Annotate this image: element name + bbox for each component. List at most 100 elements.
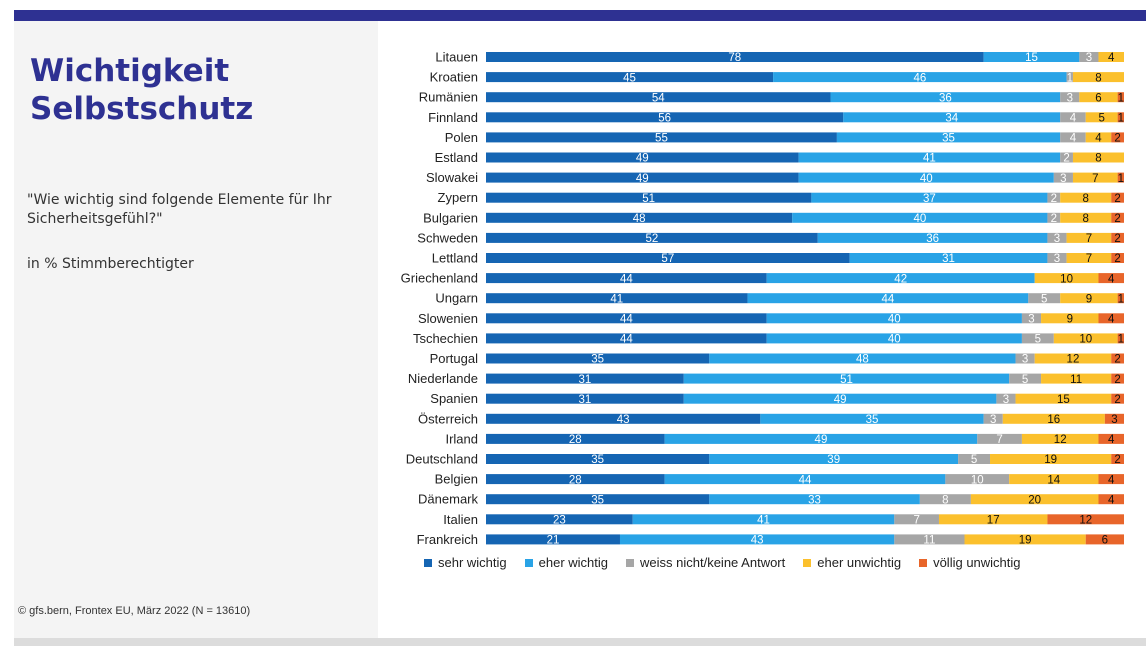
data-label: 10 bbox=[1060, 273, 1073, 285]
bar-segment bbox=[486, 273, 767, 284]
bar-segment bbox=[1047, 192, 1061, 203]
data-label: 37 bbox=[923, 193, 936, 205]
legend-swatch bbox=[424, 558, 432, 567]
bar-segment bbox=[1047, 514, 1124, 525]
chart-legend: sehr wichtig eher wichtig weiss nicht/kein… bbox=[424, 555, 1021, 570]
bar-segment bbox=[1066, 253, 1112, 263]
category-label: Österreich bbox=[418, 411, 478, 426]
bottom-divider-bar bbox=[14, 638, 1146, 646]
data-label: 11 bbox=[923, 535, 935, 547]
bar-segment bbox=[919, 494, 971, 505]
data-label: 44 bbox=[799, 474, 812, 486]
bar-segment bbox=[1021, 313, 1042, 324]
data-label: 43 bbox=[751, 535, 764, 547]
bar-segment bbox=[1060, 293, 1118, 304]
bar-segment bbox=[486, 373, 684, 384]
bar-segment bbox=[1015, 393, 1112, 404]
bar-segment bbox=[938, 514, 1048, 525]
data-label: 1 bbox=[1067, 72, 1073, 84]
data-label: 7 bbox=[913, 515, 919, 527]
chart-subtitle: in % Stimmberechtigter bbox=[27, 256, 194, 272]
bar-segment bbox=[1111, 253, 1124, 263]
bar-segment bbox=[1085, 132, 1112, 143]
data-label: 8 bbox=[1095, 72, 1101, 84]
bar-segment bbox=[830, 92, 1061, 103]
bar-segment bbox=[817, 232, 1048, 243]
bar-segment bbox=[1104, 413, 1124, 424]
bar-segment bbox=[1060, 192, 1112, 203]
bar-segment bbox=[970, 494, 1099, 505]
bar-segment bbox=[1117, 112, 1124, 123]
data-label: 1 bbox=[1118, 92, 1124, 104]
data-label: 5 bbox=[1035, 334, 1041, 346]
bar-segment bbox=[709, 454, 959, 464]
category-label: Ungarn bbox=[435, 291, 478, 306]
bar-segment bbox=[1098, 313, 1124, 324]
bar-segment bbox=[486, 212, 793, 223]
bar-segment bbox=[486, 333, 767, 344]
bar-segment bbox=[1117, 333, 1124, 344]
legend-item: weiss nicht/keine Antwort bbox=[626, 555, 785, 570]
bar-segment bbox=[1111, 353, 1124, 364]
data-label: 6 bbox=[1102, 535, 1108, 547]
bar-segment bbox=[486, 454, 710, 464]
data-label: 39 bbox=[827, 454, 840, 466]
bar-segment bbox=[683, 393, 997, 404]
data-label: 4 bbox=[1108, 314, 1115, 326]
data-label: 19 bbox=[1019, 535, 1032, 547]
bar-segment bbox=[990, 454, 1112, 464]
data-label: 44 bbox=[620, 334, 633, 346]
category-label: Slowakei bbox=[426, 170, 478, 185]
data-label: 4 bbox=[1108, 474, 1115, 486]
data-label: 19 bbox=[1044, 454, 1057, 466]
bar-segment bbox=[486, 112, 844, 123]
survey-question: "Wie wichtig sind folgende Elemente für … bbox=[27, 192, 332, 227]
legend-label: eher unwichtig bbox=[817, 555, 902, 570]
data-label: 3 bbox=[1067, 92, 1073, 104]
category-label: Slowenien bbox=[418, 311, 478, 326]
data-label: 4 bbox=[1108, 494, 1115, 506]
data-label: 17 bbox=[987, 515, 1000, 527]
bar-segment bbox=[486, 253, 850, 263]
data-label: 1 bbox=[1118, 113, 1124, 125]
data-label: 44 bbox=[882, 293, 895, 305]
data-label: 2 bbox=[1114, 253, 1120, 265]
bar-segment bbox=[1047, 212, 1061, 223]
data-label: 3 bbox=[1028, 314, 1034, 326]
data-label: 35 bbox=[942, 133, 955, 145]
data-label: 41 bbox=[757, 515, 770, 527]
data-label: 3 bbox=[1054, 253, 1060, 265]
data-label: 41 bbox=[610, 293, 623, 305]
bar-segment bbox=[1072, 72, 1124, 83]
data-label: 7 bbox=[1086, 233, 1092, 245]
bar-segment bbox=[1053, 172, 1073, 183]
data-label: 46 bbox=[913, 72, 926, 84]
bar-segment bbox=[1085, 534, 1124, 545]
category-label: Spanien bbox=[430, 391, 478, 406]
data-label: 35 bbox=[591, 454, 604, 466]
bar-segment bbox=[773, 72, 1067, 83]
data-label: 8 bbox=[1095, 153, 1101, 165]
data-label: 36 bbox=[939, 92, 952, 104]
category-label: Belgien bbox=[435, 472, 478, 487]
bar-segment bbox=[843, 112, 1061, 123]
bar-segment bbox=[486, 92, 831, 103]
data-label: 14 bbox=[1047, 474, 1060, 486]
bar-segment bbox=[747, 293, 1029, 304]
data-label: 3 bbox=[1086, 52, 1092, 64]
bar-segment bbox=[1098, 494, 1124, 505]
bar-segment bbox=[766, 273, 1035, 284]
bar-segment bbox=[1002, 413, 1105, 424]
data-label: 8 bbox=[942, 494, 948, 506]
bar-segment bbox=[1117, 172, 1124, 183]
data-label: 2 bbox=[1114, 454, 1120, 466]
data-label: 31 bbox=[578, 374, 591, 386]
data-label: 7 bbox=[1092, 173, 1098, 185]
data-label: 4 bbox=[1070, 113, 1077, 125]
data-label: 2 bbox=[1114, 233, 1120, 245]
data-label: 23 bbox=[553, 515, 566, 527]
legend-item: sehr wichtig bbox=[424, 555, 507, 570]
category-label: Tschechien bbox=[413, 331, 478, 346]
bar-segment bbox=[1111, 132, 1124, 143]
data-label: 15 bbox=[1025, 52, 1038, 64]
